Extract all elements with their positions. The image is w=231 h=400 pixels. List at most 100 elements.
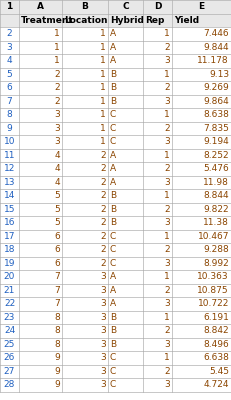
Text: 16: 16 xyxy=(4,218,15,227)
Text: 8.842: 8.842 xyxy=(203,326,229,335)
Text: 5: 5 xyxy=(54,218,60,227)
Text: 4: 4 xyxy=(54,178,60,187)
Text: B: B xyxy=(110,218,116,227)
Text: 3: 3 xyxy=(100,353,106,362)
Bar xyxy=(0,148,231,162)
Text: 1: 1 xyxy=(164,110,170,119)
Text: A: A xyxy=(110,299,116,308)
Bar xyxy=(0,14,231,27)
Text: 3: 3 xyxy=(100,380,106,389)
Text: C: C xyxy=(110,380,116,389)
Text: 2: 2 xyxy=(100,232,106,241)
Text: 3: 3 xyxy=(100,299,106,308)
Text: Hybrid: Hybrid xyxy=(110,16,144,25)
Text: 3: 3 xyxy=(164,137,170,146)
Text: 23: 23 xyxy=(4,313,15,322)
Text: 6.191: 6.191 xyxy=(203,313,229,322)
Text: 7: 7 xyxy=(54,286,60,295)
Text: 2: 2 xyxy=(100,164,106,173)
Text: 8: 8 xyxy=(7,110,12,119)
Text: 2: 2 xyxy=(164,205,170,214)
Bar xyxy=(0,270,231,284)
Text: B: B xyxy=(110,70,116,79)
Text: 1: 1 xyxy=(164,272,170,281)
Bar xyxy=(0,0,231,14)
Text: 1: 1 xyxy=(100,29,106,38)
Text: 1: 1 xyxy=(100,97,106,106)
Text: A: A xyxy=(110,56,116,65)
Text: 9: 9 xyxy=(7,124,12,133)
Text: 3: 3 xyxy=(100,286,106,295)
Text: 25: 25 xyxy=(4,340,15,349)
Text: 2: 2 xyxy=(100,178,106,187)
Text: 24: 24 xyxy=(4,326,15,335)
Text: 6.638: 6.638 xyxy=(203,353,229,362)
Bar xyxy=(0,68,231,81)
Text: A: A xyxy=(110,286,116,295)
Text: 8: 8 xyxy=(54,313,60,322)
Text: 11.178: 11.178 xyxy=(197,56,229,65)
Bar xyxy=(0,243,231,256)
Text: 9.288: 9.288 xyxy=(203,245,229,254)
Text: 1: 1 xyxy=(164,353,170,362)
Text: Location: Location xyxy=(64,16,107,25)
Text: 11.38: 11.38 xyxy=(203,218,229,227)
Bar xyxy=(0,135,231,148)
Text: 2: 2 xyxy=(100,151,106,160)
Text: B: B xyxy=(110,97,116,106)
Bar xyxy=(0,202,231,216)
Text: 2: 2 xyxy=(164,326,170,335)
Text: B: B xyxy=(110,191,116,200)
Text: 5.45: 5.45 xyxy=(209,367,229,376)
Text: 5: 5 xyxy=(7,70,12,79)
Text: B: B xyxy=(110,205,116,214)
Text: 9.269: 9.269 xyxy=(203,83,229,92)
Text: 9.13: 9.13 xyxy=(209,70,229,79)
Text: Rep: Rep xyxy=(145,16,164,25)
Text: 22: 22 xyxy=(4,299,15,308)
Text: 9: 9 xyxy=(54,367,60,376)
Text: 5: 5 xyxy=(54,191,60,200)
Text: 8.496: 8.496 xyxy=(203,340,229,349)
Text: 1: 1 xyxy=(54,43,60,52)
Text: 3: 3 xyxy=(164,178,170,187)
Bar xyxy=(0,81,231,94)
Text: A: A xyxy=(110,151,116,160)
Text: 21: 21 xyxy=(4,286,15,295)
Text: A: A xyxy=(110,178,116,187)
Text: D: D xyxy=(154,2,161,11)
Text: 3: 3 xyxy=(54,124,60,133)
Text: 1: 1 xyxy=(100,43,106,52)
Text: 3: 3 xyxy=(164,380,170,389)
Bar xyxy=(0,162,231,176)
Text: 13: 13 xyxy=(4,178,15,187)
Text: C: C xyxy=(110,124,116,133)
Bar xyxy=(0,122,231,135)
Text: A: A xyxy=(110,164,116,173)
Text: B: B xyxy=(110,340,116,349)
Text: C: C xyxy=(110,232,116,241)
Text: 26: 26 xyxy=(4,353,15,362)
Text: 3: 3 xyxy=(100,367,106,376)
Text: 1: 1 xyxy=(164,70,170,79)
Text: 2: 2 xyxy=(54,83,60,92)
Text: 2: 2 xyxy=(164,367,170,376)
Text: 19: 19 xyxy=(4,259,15,268)
Text: 2: 2 xyxy=(164,83,170,92)
Text: 9.822: 9.822 xyxy=(203,205,229,214)
Text: 2: 2 xyxy=(7,29,12,38)
Text: 2: 2 xyxy=(100,205,106,214)
Text: 1: 1 xyxy=(164,191,170,200)
Text: 3: 3 xyxy=(164,56,170,65)
Text: 2: 2 xyxy=(164,124,170,133)
Bar xyxy=(0,27,231,40)
Text: 1: 1 xyxy=(100,70,106,79)
Text: 9.864: 9.864 xyxy=(203,97,229,106)
Text: 4: 4 xyxy=(54,151,60,160)
Text: 18: 18 xyxy=(4,245,15,254)
Bar xyxy=(0,364,231,378)
Text: B: B xyxy=(110,326,116,335)
Text: 7: 7 xyxy=(54,272,60,281)
Text: 1: 1 xyxy=(100,124,106,133)
Text: C: C xyxy=(110,137,116,146)
